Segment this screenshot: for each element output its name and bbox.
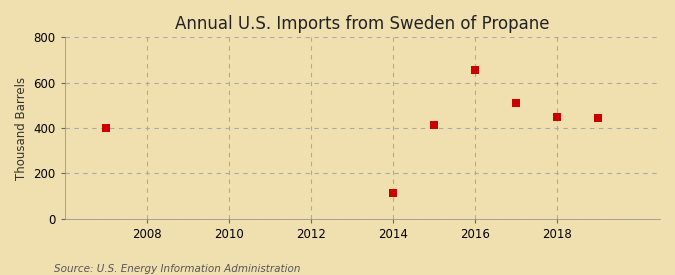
Point xyxy=(511,101,522,105)
Point xyxy=(470,68,481,72)
Point xyxy=(429,122,439,127)
Y-axis label: Thousand Barrels: Thousand Barrels xyxy=(15,76,28,180)
Point xyxy=(388,191,399,195)
Point xyxy=(552,114,563,119)
Point xyxy=(593,116,604,120)
Title: Annual U.S. Imports from Sweden of Propane: Annual U.S. Imports from Sweden of Propa… xyxy=(176,15,549,33)
Point xyxy=(101,126,111,130)
Text: Source: U.S. Energy Information Administration: Source: U.S. Energy Information Administ… xyxy=(54,264,300,274)
